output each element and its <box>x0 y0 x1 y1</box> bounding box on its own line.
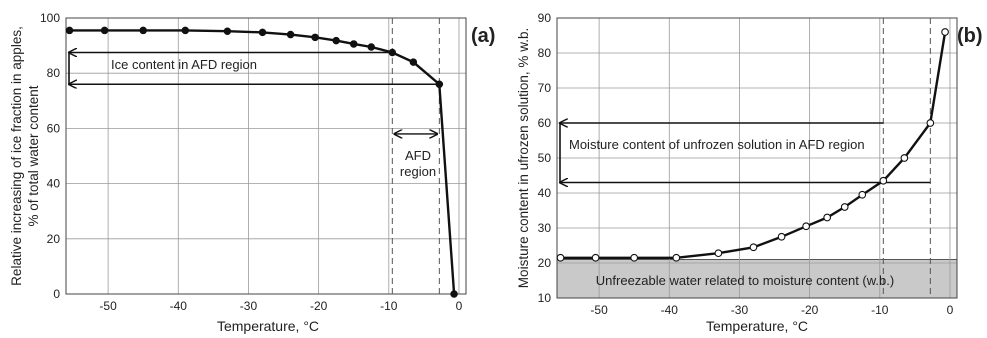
data-point <box>926 119 935 127</box>
x-tick-label: -10 <box>380 299 398 313</box>
moisture-content-label: Moisture content of unfrozen solution in… <box>569 137 865 152</box>
plot-frame-a <box>65 17 467 295</box>
series-points-a <box>65 26 458 298</box>
data-point <box>802 222 810 231</box>
y-tick-label: 80 <box>538 46 552 60</box>
y-tick-label: 50 <box>538 151 552 165</box>
annotations-a: Ice content in AFD region AFD region <box>111 57 436 179</box>
y-tick-labels-a: 0 20 40 60 80 100 <box>40 11 60 301</box>
data-point <box>749 243 758 252</box>
y-tick-label: 0 <box>53 287 60 301</box>
data-point <box>630 253 639 262</box>
afd-region-label-line2: region <box>400 164 436 179</box>
data-point <box>223 27 232 35</box>
y-axis-title-a-line2: % of total water content <box>26 85 41 226</box>
data-point <box>367 43 376 51</box>
y-tick-label: 40 <box>47 177 61 191</box>
chart-panel-b: Moisture content of unfrozen solution in… <box>516 11 983 334</box>
data-point <box>409 58 418 66</box>
x-tick-label: -10 <box>871 303 889 317</box>
y-tick-label: 60 <box>538 116 552 130</box>
y-axis-title-b: Moisture content in ufrozen solution, % … <box>516 28 531 288</box>
x-tick-label: -40 <box>661 303 679 317</box>
x-tick-label: -40 <box>170 299 188 313</box>
y-tick-label: 10 <box>538 291 552 305</box>
data-point <box>435 80 444 88</box>
x-tick-labels-a: -50 -40 -30 -20 -10 0 <box>99 299 462 313</box>
grid-b <box>557 17 957 299</box>
plot-frame-b <box>556 17 958 299</box>
data-point <box>777 232 786 241</box>
y-tick-labels-b: 10 20 30 40 50 60 70 80 90 <box>538 11 552 305</box>
data-point <box>900 154 909 162</box>
x-tick-label: -50 <box>99 299 117 313</box>
x-axis-label-b: Temperature, <box>706 318 792 334</box>
data-point <box>100 26 109 35</box>
annotations-b: Moisture content of unfrozen solution in… <box>569 137 894 288</box>
x-tick-label: -30 <box>240 299 258 313</box>
data-point <box>349 40 358 48</box>
ice-content-label: Ice content in AFD region <box>111 57 257 72</box>
y-tick-label: 80 <box>47 66 61 80</box>
panel-label-a: (a) <box>471 25 495 47</box>
data-point <box>672 253 681 262</box>
y-tick-label: 20 <box>538 256 552 270</box>
y-tick-label: 70 <box>538 81 552 95</box>
data-point <box>879 176 888 185</box>
data-point <box>332 36 340 45</box>
x-tick-label: -20 <box>801 303 819 317</box>
series-points-b <box>556 28 949 262</box>
x-tick-label: -30 <box>731 303 749 317</box>
panel-label-b: (b) <box>957 25 983 47</box>
y-tick-label: 100 <box>40 11 60 25</box>
reference-lines-a <box>69 18 440 294</box>
y-tick-label: 90 <box>538 11 552 25</box>
y-tick-label: 60 <box>47 121 61 135</box>
data-point <box>65 26 74 35</box>
y-tick-label: 40 <box>538 186 552 200</box>
y-axis-title-a-line1: Relative increasing of ice fraction in a… <box>9 26 24 286</box>
data-point <box>858 190 867 199</box>
data-point <box>714 249 723 258</box>
data-point <box>941 28 949 36</box>
data-point <box>258 28 267 37</box>
afd-region-label-line1: AFD <box>405 148 431 163</box>
data-point <box>181 26 190 35</box>
x-tick-label: 0 <box>456 299 463 313</box>
data-point <box>556 253 565 262</box>
x-axis-unit-a: °C <box>303 318 319 334</box>
x-tick-labels-b: -50 -40 -30 -20 -10 0 <box>590 303 953 317</box>
x-tick-label: -50 <box>590 303 608 317</box>
data-point <box>388 48 397 57</box>
data-point <box>139 26 147 35</box>
x-tick-label: -20 <box>310 299 328 313</box>
chart-panel-a: Ice content in AFD region AFD region -50… <box>9 11 495 334</box>
data-point <box>823 213 832 222</box>
reference-lines-b <box>560 18 931 298</box>
y-tick-label: 30 <box>538 221 552 235</box>
x-axis-unit-b: °C <box>792 318 808 334</box>
x-axis-title-a: Temperature, °C <box>217 318 319 334</box>
x-axis-title-b: Temperature, °C <box>706 318 808 334</box>
x-axis-label-a: Temperature, <box>217 318 303 334</box>
data-point <box>450 290 458 298</box>
x-tick-label: 0 <box>947 303 954 317</box>
data-point <box>311 33 319 42</box>
data-point <box>286 30 295 39</box>
data-point <box>840 203 849 211</box>
y-tick-label: 20 <box>47 232 61 246</box>
data-point <box>591 253 600 262</box>
unfreezable-water-label: Unfreezable water related to moisture co… <box>596 273 894 288</box>
